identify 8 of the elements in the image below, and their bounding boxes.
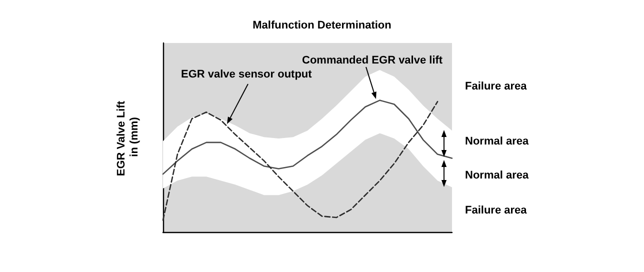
text: Commanded EGR valve lift [302, 54, 443, 66]
text: EGR valve sensor output [181, 68, 312, 80]
text: Failure area [465, 204, 528, 216]
text: Normal area [465, 136, 530, 148]
text: Normal area [465, 170, 530, 182]
text: Failure area [465, 80, 528, 92]
chart-title: Malfunction Determination [252, 20, 392, 32]
y-axis-title: EGR Valve Lift in (mm) [116, 98, 140, 176]
